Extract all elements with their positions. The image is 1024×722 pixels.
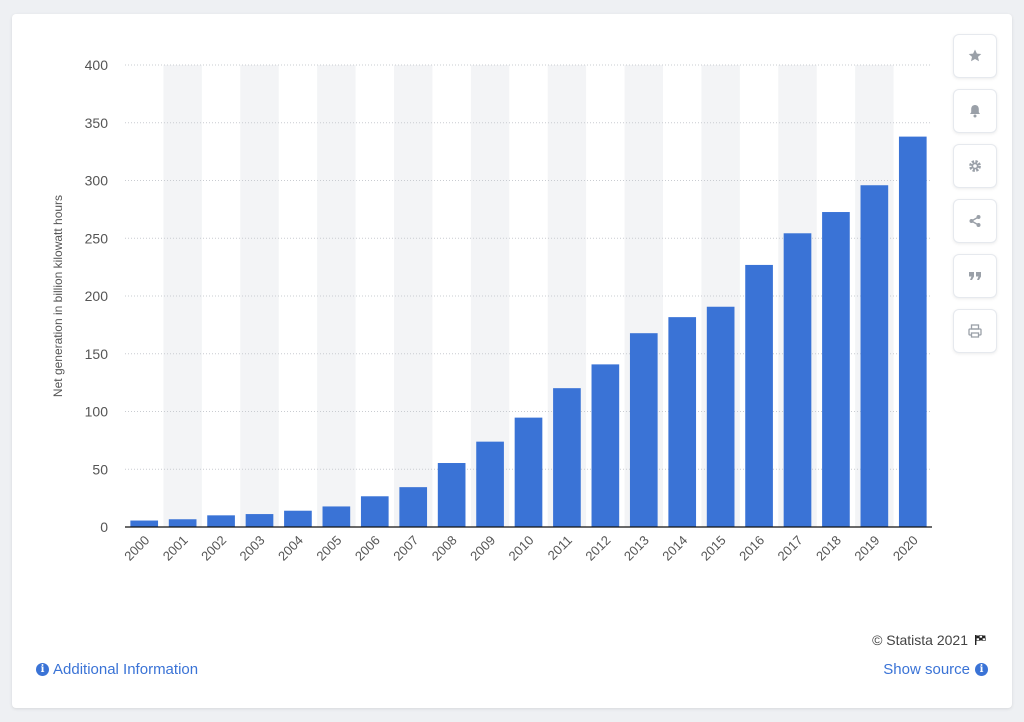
x-tick-label: 2003 [237, 533, 268, 564]
bar [437, 463, 466, 527]
settings-button[interactable] [953, 144, 997, 188]
x-tick-label: 2005 [313, 533, 344, 564]
x-tick-label: 2017 [775, 533, 806, 564]
column-band [317, 65, 356, 527]
y-tick-label: 150 [85, 346, 109, 362]
bar [629, 333, 658, 527]
x-tick-label: 2004 [275, 533, 306, 564]
statistic-card: 0 50 100 150 200 250 300 350 400 2000 2001 2002 2003… [12, 14, 1012, 708]
share-icon [969, 215, 981, 227]
x-tick-label: 2012 [582, 533, 613, 564]
x-tick-label: 2001 [160, 533, 191, 564]
show-source-label: Show source [883, 661, 970, 678]
x-tick-label: 2016 [736, 533, 767, 564]
x-tick-label: 2019 [851, 533, 882, 564]
gear-icon [969, 160, 981, 172]
y-tick-label: 50 [92, 461, 108, 477]
bar [783, 233, 812, 527]
x-tick-label: 2008 [429, 533, 460, 564]
info-icon: i [975, 663, 988, 676]
x-tick-label: 2015 [698, 533, 729, 564]
x-tick-label: 2010 [506, 533, 537, 564]
share-button[interactable] [953, 199, 997, 243]
bar [591, 364, 620, 527]
chart-toolbar [953, 34, 997, 364]
bar [130, 520, 159, 527]
y-tick-label: 100 [85, 404, 109, 420]
x-tick-label: 2011 [545, 533, 575, 563]
bell-icon [970, 105, 980, 118]
y-axis-title: Net generation in billion kilowatt hours [51, 195, 65, 397]
info-icon: i [36, 663, 49, 676]
cite-button[interactable] [953, 254, 997, 298]
show-source-link[interactable]: Show source i [883, 661, 988, 678]
additional-information-link[interactable]: i Additional Information [36, 661, 198, 678]
x-tick-label: 2013 [621, 533, 652, 564]
bar [553, 388, 581, 527]
bar [822, 212, 850, 527]
bar [860, 185, 889, 527]
x-tick-label: 2009 [467, 533, 498, 564]
bar [514, 417, 543, 527]
bar [168, 519, 197, 527]
x-tick-label: 2007 [390, 533, 421, 564]
statista-credit[interactable]: © Statista 2021 [872, 632, 988, 648]
y-tick-label: 0 [100, 519, 108, 535]
bar [399, 487, 428, 527]
bar [898, 136, 927, 528]
x-tick-label: 2002 [198, 533, 229, 564]
x-tick-label: 2018 [813, 533, 844, 564]
x-tick-label: 2014 [659, 533, 690, 564]
favorite-button[interactable] [953, 34, 997, 78]
quote-icon [969, 272, 981, 280]
x-tick-label: 2020 [890, 533, 921, 564]
y-tick-label: 200 [85, 288, 109, 304]
bar [322, 506, 351, 527]
bar [668, 317, 697, 527]
credit-text: © Statista 2021 [872, 632, 968, 648]
print-button[interactable] [953, 309, 997, 353]
x-tick-label: 2000 [121, 533, 152, 564]
bar [360, 496, 389, 527]
star-icon [968, 49, 982, 62]
bar [745, 264, 773, 527]
additional-information-label: Additional Information [53, 661, 199, 678]
bar [245, 514, 274, 527]
bar [284, 510, 312, 527]
bar-chart: 0 50 100 150 200 250 300 350 400 2000 2001 2002 2003… [51, 57, 932, 564]
y-tick-label: 250 [85, 230, 109, 246]
y-tick-label: 350 [85, 115, 109, 131]
y-tick-label: 300 [85, 173, 109, 189]
bar [207, 515, 235, 527]
x-tick-label: 2006 [352, 533, 383, 564]
y-tick-label: 400 [85, 57, 109, 73]
bar [706, 306, 735, 527]
bar [476, 441, 504, 527]
flag-icon [975, 635, 986, 645]
print-icon [968, 324, 982, 338]
notification-button[interactable] [953, 89, 997, 133]
